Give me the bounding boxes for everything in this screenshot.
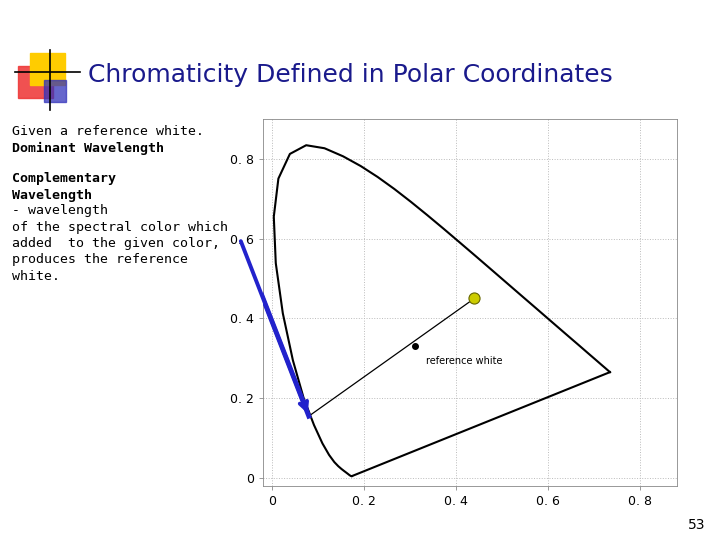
Bar <box>30 53 65 85</box>
Bar <box>44 80 66 102</box>
Text: Dominant Wavelength: Dominant Wavelength <box>12 142 164 155</box>
Bar <box>18 66 53 98</box>
Text: 53: 53 <box>688 518 705 532</box>
Text: Chromaticity Defined in Polar Coordinates: Chromaticity Defined in Polar Coordinate… <box>88 63 613 87</box>
Text: reference white: reference white <box>426 356 503 366</box>
Text: - wavelength
of the spectral color which
added  to the given color,
produces the: - wavelength of the spectral color which… <box>12 204 228 283</box>
Text: Complementary
Wavelength: Complementary Wavelength <box>12 172 116 201</box>
Text: Given a reference white.: Given a reference white. <box>12 125 204 138</box>
